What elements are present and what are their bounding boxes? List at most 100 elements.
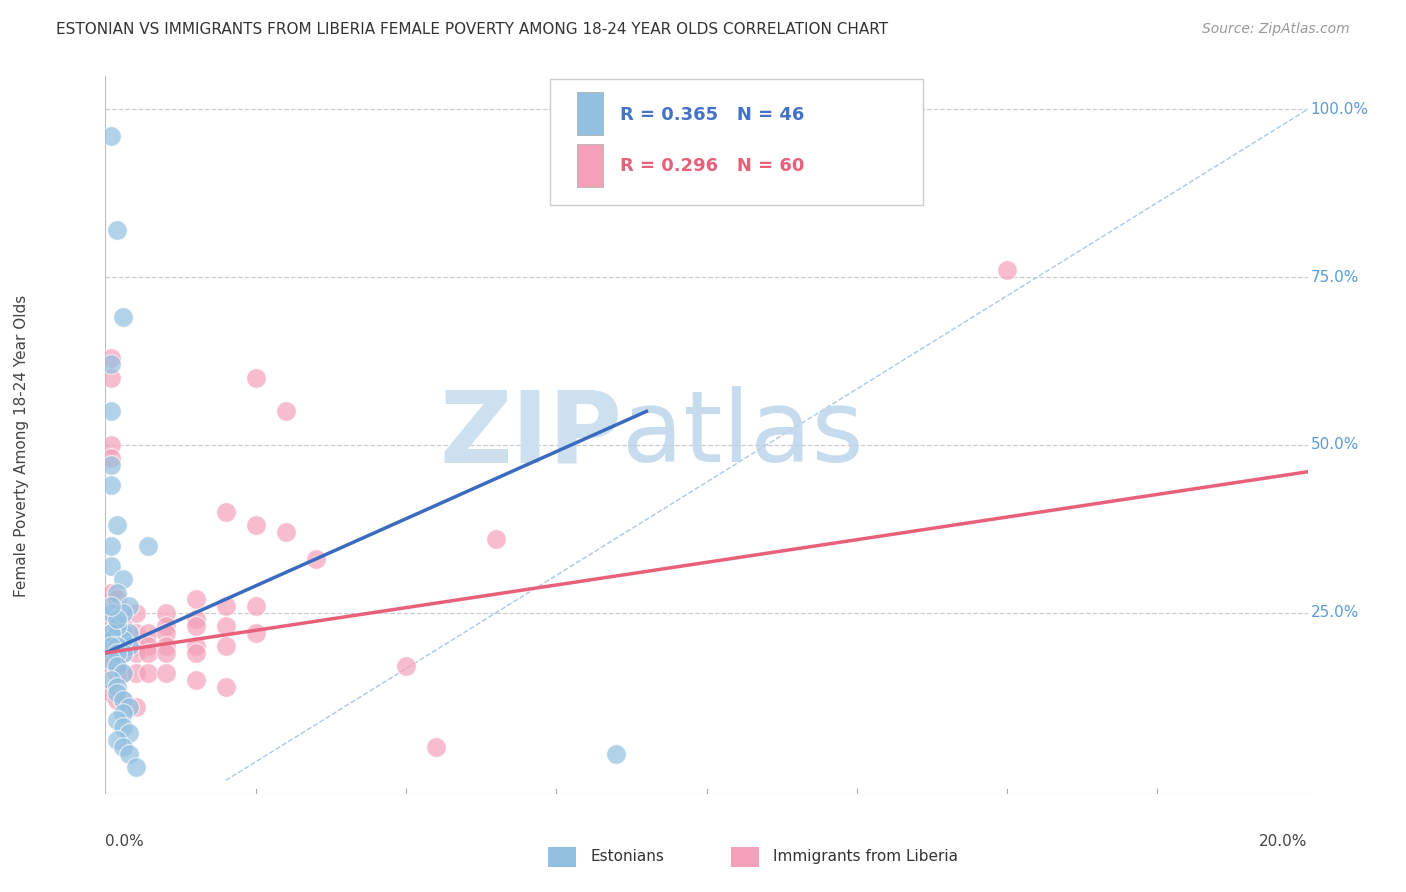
Point — [274, 404, 297, 418]
Point — [155, 619, 177, 633]
Point — [124, 699, 146, 714]
Point — [136, 666, 159, 681]
Point — [100, 639, 122, 653]
Point — [245, 518, 267, 533]
Point — [245, 625, 267, 640]
Point — [107, 646, 129, 660]
FancyBboxPatch shape — [550, 79, 922, 205]
Text: ZIP: ZIP — [440, 386, 623, 483]
Point — [100, 438, 122, 452]
Point — [214, 639, 236, 653]
Point — [112, 572, 135, 586]
Point — [107, 518, 129, 533]
Point — [100, 659, 122, 673]
Point — [274, 525, 297, 540]
Point — [214, 505, 236, 519]
Point — [395, 659, 418, 673]
Point — [107, 693, 129, 707]
Text: 20.0%: 20.0% — [1260, 834, 1308, 849]
Point — [118, 625, 141, 640]
Point — [485, 532, 508, 546]
Point — [184, 646, 207, 660]
Point — [155, 625, 177, 640]
Point — [155, 639, 177, 653]
Point — [124, 760, 146, 774]
Point — [605, 747, 627, 761]
Point — [100, 599, 122, 613]
Point — [124, 666, 146, 681]
Text: ESTONIAN VS IMMIGRANTS FROM LIBERIA FEMALE POVERTY AMONG 18-24 YEAR OLDS CORRELA: ESTONIAN VS IMMIGRANTS FROM LIBERIA FEMA… — [56, 22, 889, 37]
Text: 75.0%: 75.0% — [1310, 269, 1358, 285]
Point — [112, 625, 135, 640]
Point — [124, 646, 146, 660]
Point — [107, 612, 129, 626]
Point — [100, 371, 122, 385]
Point — [112, 739, 135, 754]
Point — [100, 653, 122, 667]
Point — [184, 612, 207, 626]
Point — [995, 263, 1018, 277]
Point — [112, 619, 135, 633]
Point — [112, 632, 135, 647]
Point — [100, 612, 122, 626]
Point — [107, 680, 129, 694]
Point — [112, 639, 135, 653]
Point — [107, 585, 129, 599]
Point — [100, 673, 122, 687]
Point — [112, 625, 135, 640]
Point — [245, 371, 267, 385]
Text: 25.0%: 25.0% — [1310, 605, 1358, 620]
Point — [184, 673, 207, 687]
Point — [100, 625, 122, 640]
Point — [107, 625, 129, 640]
Point — [107, 659, 129, 673]
Point — [107, 625, 129, 640]
Text: Female Poverty Among 18-24 Year Olds: Female Poverty Among 18-24 Year Olds — [14, 295, 28, 597]
Point — [155, 646, 177, 660]
Point — [107, 619, 129, 633]
Point — [136, 639, 159, 653]
Point — [124, 639, 146, 653]
Point — [107, 713, 129, 727]
Point — [100, 404, 122, 418]
Point — [107, 733, 129, 747]
Point — [100, 351, 122, 365]
Text: R = 0.365   N = 46: R = 0.365 N = 46 — [620, 106, 804, 124]
FancyBboxPatch shape — [576, 93, 603, 136]
Point — [118, 639, 141, 653]
Text: atlas: atlas — [623, 386, 865, 483]
Point — [112, 646, 135, 660]
Text: R = 0.296   N = 60: R = 0.296 N = 60 — [620, 157, 804, 175]
Point — [100, 646, 122, 660]
Point — [100, 606, 122, 620]
Point — [155, 606, 177, 620]
Point — [100, 458, 122, 472]
Point — [112, 310, 135, 325]
Point — [118, 699, 141, 714]
Point — [100, 558, 122, 573]
Point — [100, 358, 122, 372]
Point — [184, 592, 207, 607]
Point — [112, 666, 135, 681]
Point — [112, 693, 135, 707]
Point — [118, 747, 141, 761]
Point — [100, 632, 122, 647]
Point — [305, 552, 328, 566]
Point — [136, 625, 159, 640]
Point — [107, 639, 129, 653]
Point — [425, 739, 447, 754]
Point — [107, 686, 129, 700]
FancyBboxPatch shape — [576, 144, 603, 187]
Text: Immigrants from Liberia: Immigrants from Liberia — [773, 849, 959, 863]
Point — [112, 693, 135, 707]
Point — [214, 680, 236, 694]
Text: Estonians: Estonians — [591, 849, 665, 863]
Point — [112, 606, 135, 620]
Text: 50.0%: 50.0% — [1310, 437, 1358, 452]
Point — [214, 599, 236, 613]
Point — [155, 666, 177, 681]
Point — [100, 625, 122, 640]
Point — [124, 606, 146, 620]
Point — [100, 451, 122, 466]
Point — [100, 129, 122, 144]
